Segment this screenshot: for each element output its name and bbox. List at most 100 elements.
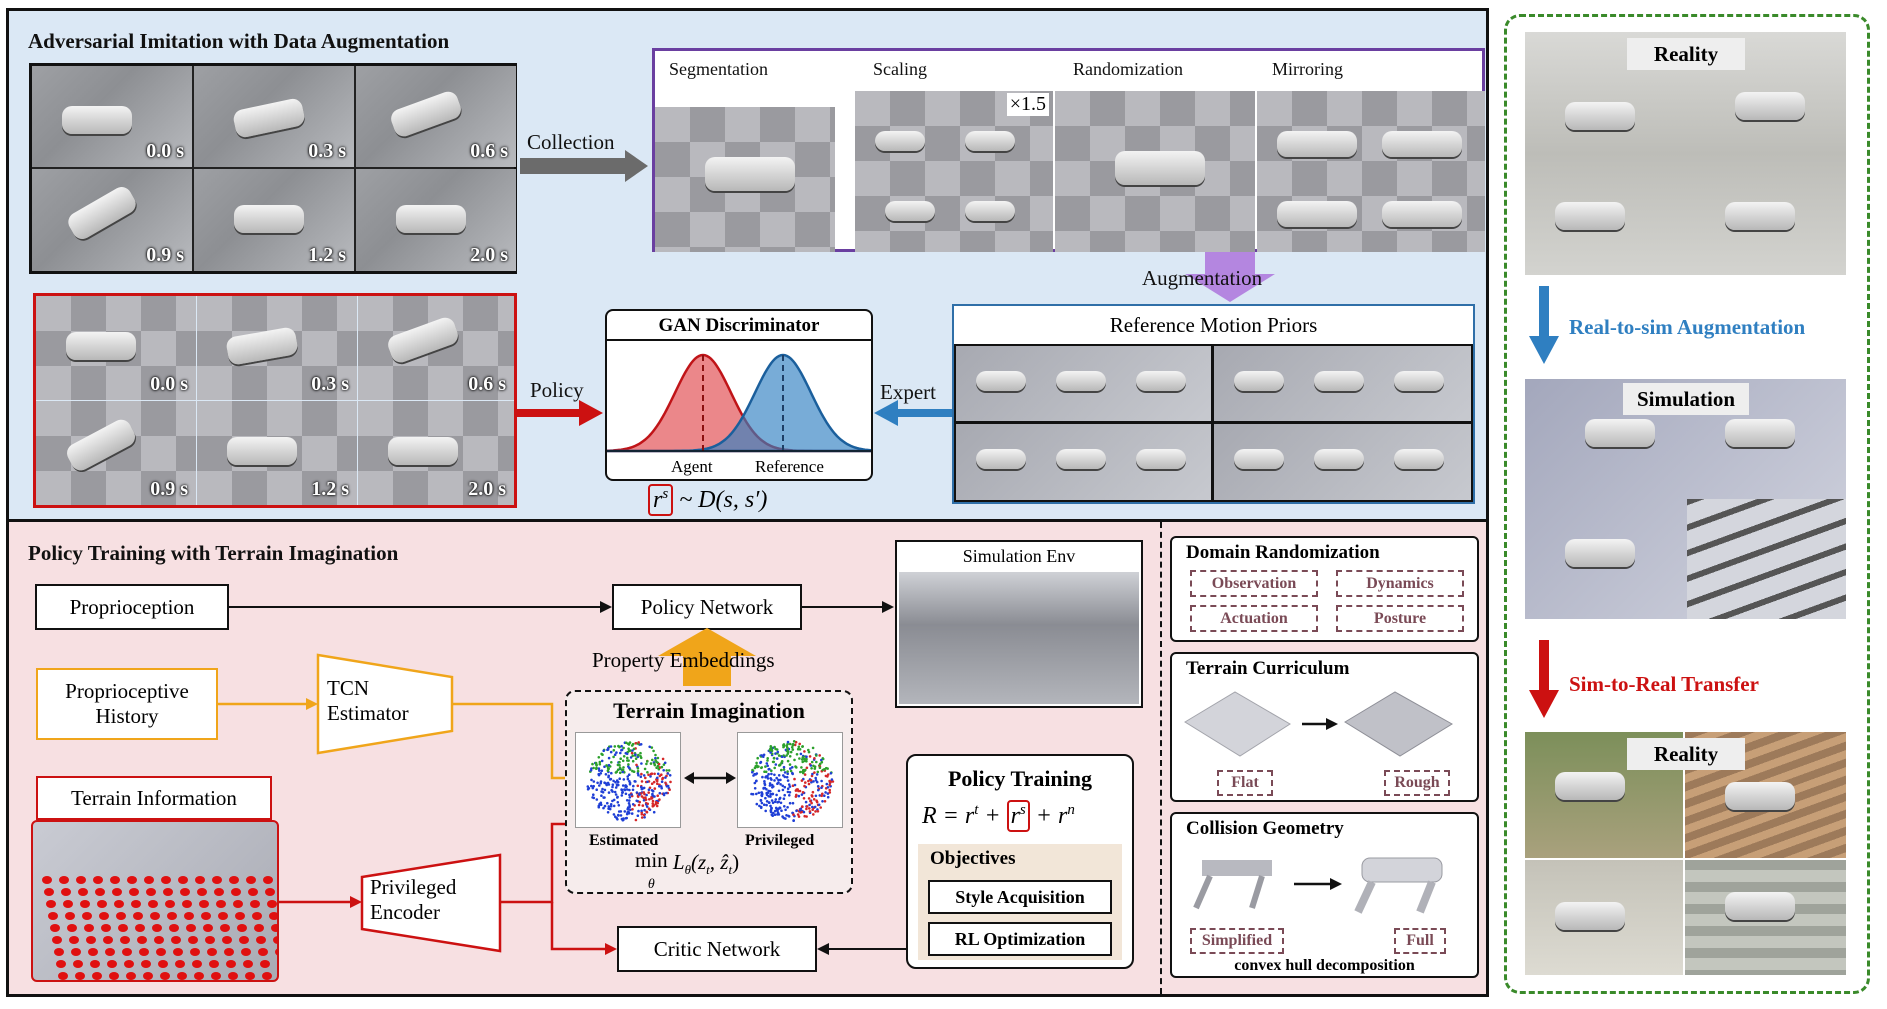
tcn-estimator-label: TCN Estimator [327,676,409,726]
scatter-point [640,762,643,765]
estimated-label: Estimated [589,832,659,849]
height-sample-dot [156,948,166,956]
scatter-point [650,796,654,800]
privileged-encoder-label: Privileged Encoder [370,875,457,925]
scatter-point [591,786,595,790]
scatter-point [791,742,795,746]
height-sample-dot [101,924,111,932]
height-sample-dot [203,924,213,932]
scatter-point [755,761,758,765]
height-sample-dot [243,960,253,968]
scatter-point [616,818,619,821]
scatter-point [783,785,787,789]
scatter-point [776,750,780,754]
scatter-point [656,776,659,780]
scatter-point [788,785,792,788]
scatter-point [592,793,595,796]
scatter-point [773,773,776,777]
scatter-point [777,778,780,782]
scatter-point [607,807,610,810]
scatter-point [617,810,621,813]
height-sample-dot [150,912,160,920]
reality-bottom-img: Reality [1525,732,1846,975]
reference-clip [956,346,1211,421]
scatter-point [818,754,821,757]
proprioceptive-history-box: Proprioceptive History [36,668,218,740]
scatter-point [645,793,648,797]
height-sample-dot [120,936,130,944]
height-sample-dot [214,888,224,896]
scatter-point [610,771,613,775]
scatter-point [658,791,662,795]
scatter-point [782,765,786,769]
height-sample-dot [139,948,149,956]
scatter-point [613,790,617,794]
height-sample-dot [90,960,100,968]
scatter-point [597,756,601,759]
scatter-point [656,794,659,797]
scatter-point [786,787,790,790]
scatter-point [627,802,631,805]
scatter-point [619,751,622,755]
scatter-point [613,745,617,748]
height-sample-dot [161,876,171,884]
scatter-point [627,773,631,776]
scatter-point [630,812,634,815]
height-sample-dot [277,960,279,968]
scatter-point [646,760,649,763]
scatter-point [642,791,646,794]
scatter-point [612,749,616,752]
scatter-point [615,751,618,754]
scatter-point [631,788,635,792]
scatter-point [642,799,646,802]
scatter-point [778,797,781,801]
height-sample-dot [65,912,75,920]
reality-top-img: Reality [1525,32,1846,275]
scatter-point [758,804,761,808]
scatter-point [645,805,649,808]
scatter-point [798,748,802,751]
scatter-point [802,810,806,814]
scatter-point [786,746,789,749]
height-sample-dot [250,900,260,908]
scatter-point [788,755,792,758]
scatter-point [755,792,758,796]
height-sample-dot [133,912,143,920]
scatter-point [766,764,769,768]
scatter-point [788,763,792,766]
height-sample-dot [107,960,117,968]
scatter-point [623,788,627,792]
scatter-point [779,801,783,805]
scatter-point [616,796,619,799]
scatter-point [775,757,779,760]
scatter-point [814,776,817,780]
scatter-point [805,755,808,758]
scatter-point [611,783,615,786]
scatter-point [808,803,811,807]
policy-frame: 0.6 s [358,296,514,400]
scatter-point [757,791,761,795]
scatter-point [760,793,763,797]
scatter-point [788,794,791,797]
scatter-point [769,751,772,754]
scatter-point [773,779,776,782]
scatter-point [759,761,762,765]
scatter-point [793,743,797,747]
scatter-point [628,796,632,799]
scatter-point [770,778,773,781]
height-sample-dot [71,948,81,956]
height-sample-dot [144,876,154,884]
scatter-point [812,798,816,801]
policy-label: Policy [530,378,584,402]
scatter-point [791,772,794,776]
height-sample-dot [116,912,126,920]
height-sample-dot [131,900,141,908]
real-to-sim-arrow [1529,286,1559,364]
scatter-point [590,784,593,788]
cg-tag-simplified: Simplified [1190,928,1284,954]
height-sample-dot [141,960,151,968]
scatter-point [650,746,654,749]
policy-frame: 0.0 s [36,296,196,400]
scatter-point [646,780,649,784]
reference-title: Reference Motion Priors [1109,313,1318,337]
